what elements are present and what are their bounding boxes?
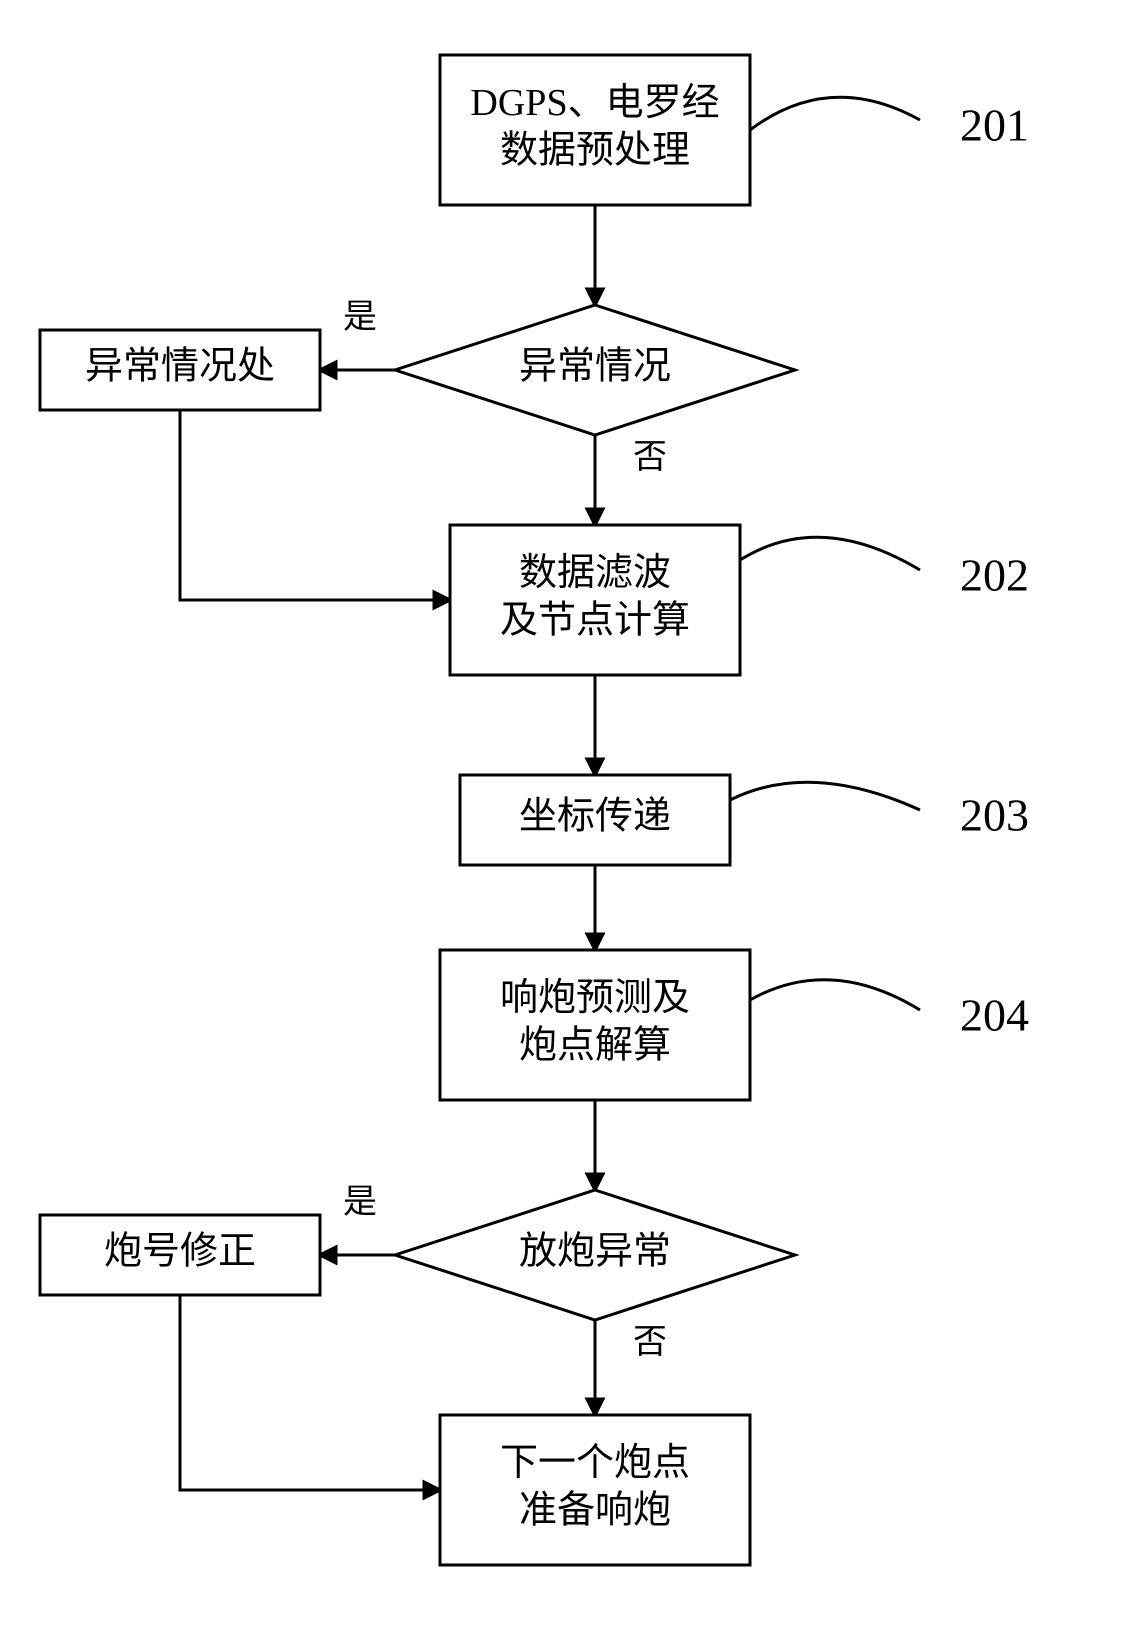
node-n204-line1: 炮点解算 [519,1024,671,1066]
node-nEnd: 下一个炮点准备响炮 [440,1415,750,1565]
node-n201: DGPS、电罗经数据预处理 [440,55,750,205]
node-n204: 响炮预测及炮点解算 [440,950,750,1100]
node-nEnd-line1: 准备响炮 [519,1489,671,1531]
node-n201-line1: 数据预处理 [500,129,690,171]
callout-num-204: 204 [960,990,1029,1041]
edge-label-d2-nEnd: 否 [633,1324,667,1361]
callout-num-203: 203 [960,790,1029,841]
edge-exc1-n202 [180,410,450,600]
node-n203-line0: 坐标传递 [519,796,671,838]
node-exc2: 炮号修正 [40,1215,320,1295]
callout-line-201 [750,97,920,130]
node-n201-line0: DGPS、电罗经 [470,82,719,124]
node-exc1: 异常情况处 [40,330,320,410]
node-n202-line1: 及节点计算 [500,599,690,641]
node-exc1-line0: 异常情况处 [85,346,275,388]
nodes-layer: DGPS、电罗经数据预处理异常情况 异常情况处数据滤波及节点计算坐标传递响炮预测及… [40,55,795,1565]
callout-num-201: 201 [960,100,1029,151]
node-d2: 放炮异常 [395,1190,795,1320]
edge-exc2-nEnd [180,1295,440,1490]
edge-label-d2-exc2: 是 [343,1184,377,1221]
node-n204-line0: 响炮预测及 [500,977,690,1019]
node-d1: 异常情况 [395,305,795,435]
node-n202-line0: 数据滤波 [519,552,671,594]
node-nEnd-line0: 下一个炮点 [500,1442,690,1484]
node-d1-text: 异常情况 [519,346,671,388]
callout-line-203 [730,782,920,810]
node-exc2-line0: 炮号修正 [104,1231,256,1273]
callouts-layer: 201 202 203 204 [730,97,1029,1040]
edge-label-d1-exc1: 是 [343,299,377,336]
callout-num-202: 202 [960,550,1029,601]
callout-line-202 [740,537,920,570]
node-d2-text: 放炮异常 [519,1231,671,1273]
edge-label-d1-n202: 否 [633,439,667,476]
node-n202: 数据滤波及节点计算 [450,525,740,675]
node-n203: 坐标传递 [460,775,730,865]
callout-line-204 [750,980,920,1010]
